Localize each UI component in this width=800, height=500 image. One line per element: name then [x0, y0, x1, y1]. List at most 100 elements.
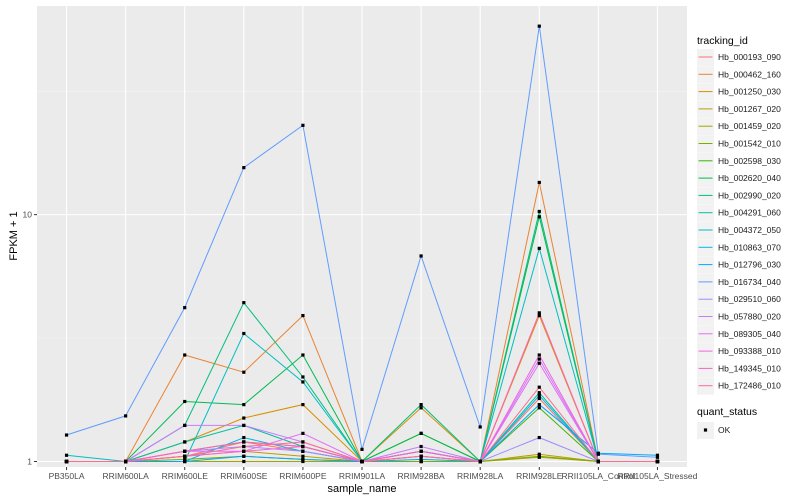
data-point [242, 444, 246, 449]
data-point [301, 457, 305, 461]
data-point [655, 459, 660, 464]
series-points [64, 24, 660, 464]
data-point [537, 353, 541, 357]
shape-legend-label: OK [718, 425, 731, 435]
legend-label: Hb_001542_010 [718, 139, 781, 149]
x-tick-label: RRIM600LE [162, 471, 209, 481]
data-point [537, 452, 541, 456]
data-point [419, 444, 423, 449]
legend-label: Hb_093388_010 [718, 346, 781, 356]
data-point [537, 209, 541, 214]
data-point [537, 393, 541, 398]
data-point [360, 447, 364, 451]
data-point [301, 459, 305, 464]
legend-label: Hb_000462_160 [718, 69, 781, 79]
data-point [537, 454, 541, 458]
data-point [242, 403, 246, 407]
data-point [301, 440, 305, 444]
data-point [301, 353, 305, 357]
data-point [537, 361, 541, 365]
data-point [537, 215, 541, 219]
data-point [183, 454, 187, 458]
legend-label: Hb_001267_020 [718, 104, 781, 114]
legend-label: Hb_089305_040 [718, 329, 781, 339]
shape-legend-entries: OK [697, 422, 731, 439]
data-point [301, 449, 305, 453]
x-tick-label: RRIM928LA [457, 471, 504, 481]
data-point [537, 357, 541, 361]
legend-label: Hb_001250_030 [718, 87, 781, 97]
data-point [183, 440, 187, 444]
data-point [124, 459, 128, 464]
x-tick-label: RRIM901LA [339, 471, 386, 481]
legend-label: Hb_149345_010 [718, 363, 781, 373]
data-point [301, 454, 305, 458]
legend-label: Hb_172486_010 [718, 381, 781, 391]
data-point [478, 425, 482, 429]
x-tick-label: RRIM600SE [220, 471, 268, 481]
data-point [360, 459, 364, 464]
data-point [242, 301, 246, 305]
data-point [596, 459, 600, 464]
x-tick-label: RRII105LA_Control [562, 471, 636, 481]
legend-label: Hb_002598_030 [718, 156, 781, 166]
data-point [64, 433, 69, 437]
legend-label: Hb_029510_060 [718, 294, 781, 304]
data-point [419, 403, 423, 407]
data-point [301, 403, 305, 407]
data-point [478, 459, 482, 464]
data-point [419, 457, 423, 461]
data-point [419, 431, 423, 435]
data-point [537, 313, 541, 318]
x-axis-ticks: PB350LA RRIM600LA RRIM600LE RRIM600SE RRIM60… [49, 467, 698, 481]
data-point [242, 449, 246, 453]
data-point [242, 454, 246, 458]
legend-entries: Hb_000193_090 Hb_000462_160 Hb_001250_030 H… [697, 49, 781, 395]
data-point [537, 180, 541, 185]
data-point [596, 452, 600, 456]
legend-label: Hb_002620_040 [718, 173, 781, 183]
legend-label: Hb_010863_070 [718, 242, 781, 252]
data-point [242, 370, 246, 374]
data-point [183, 399, 187, 404]
data-point [537, 406, 541, 410]
legend-label: Hb_057880_020 [718, 312, 781, 322]
x-tick-label: RRII105LA_Stressed [618, 471, 698, 481]
data-point [301, 123, 305, 127]
data-point [183, 457, 187, 461]
data-point [419, 254, 423, 258]
x-tick-label: RRIM928LE [516, 471, 563, 481]
data-point [537, 396, 541, 401]
color-legend: tracking_id Hb_000193_090Hb_000462_160Hb… [697, 35, 781, 395]
x-tick-label: RRIM928BA [397, 471, 445, 481]
shape-legend: quant_status OK [697, 406, 757, 439]
data-point [242, 166, 246, 170]
x-tick-label: RRIM600LA [102, 471, 149, 481]
data-point [183, 353, 187, 357]
data-point [242, 459, 246, 464]
data-point [655, 453, 660, 457]
data-point [301, 313, 305, 318]
data-point [537, 385, 541, 389]
data-point [301, 444, 305, 449]
data-point [124, 414, 128, 418]
y-axis-ticks: 1 10 [23, 210, 37, 467]
data-point [537, 403, 541, 407]
data-point [301, 431, 305, 435]
data-point [183, 306, 187, 310]
data-point [537, 435, 541, 440]
data-point [242, 423, 246, 428]
y-tick-label: 10 [23, 210, 33, 220]
shape-legend-title: quant_status [697, 406, 757, 418]
y-tick-label: 1 [27, 457, 32, 467]
legend-label: Hb_000193_090 [718, 52, 781, 62]
legend-label: Hb_001459_020 [718, 121, 781, 131]
data-point [301, 380, 305, 384]
data-point [183, 423, 187, 428]
data-point [537, 391, 541, 395]
data-point [419, 406, 423, 410]
legend-label: Hb_002990_020 [718, 190, 781, 200]
data-point [537, 24, 541, 28]
data-point [64, 459, 69, 464]
